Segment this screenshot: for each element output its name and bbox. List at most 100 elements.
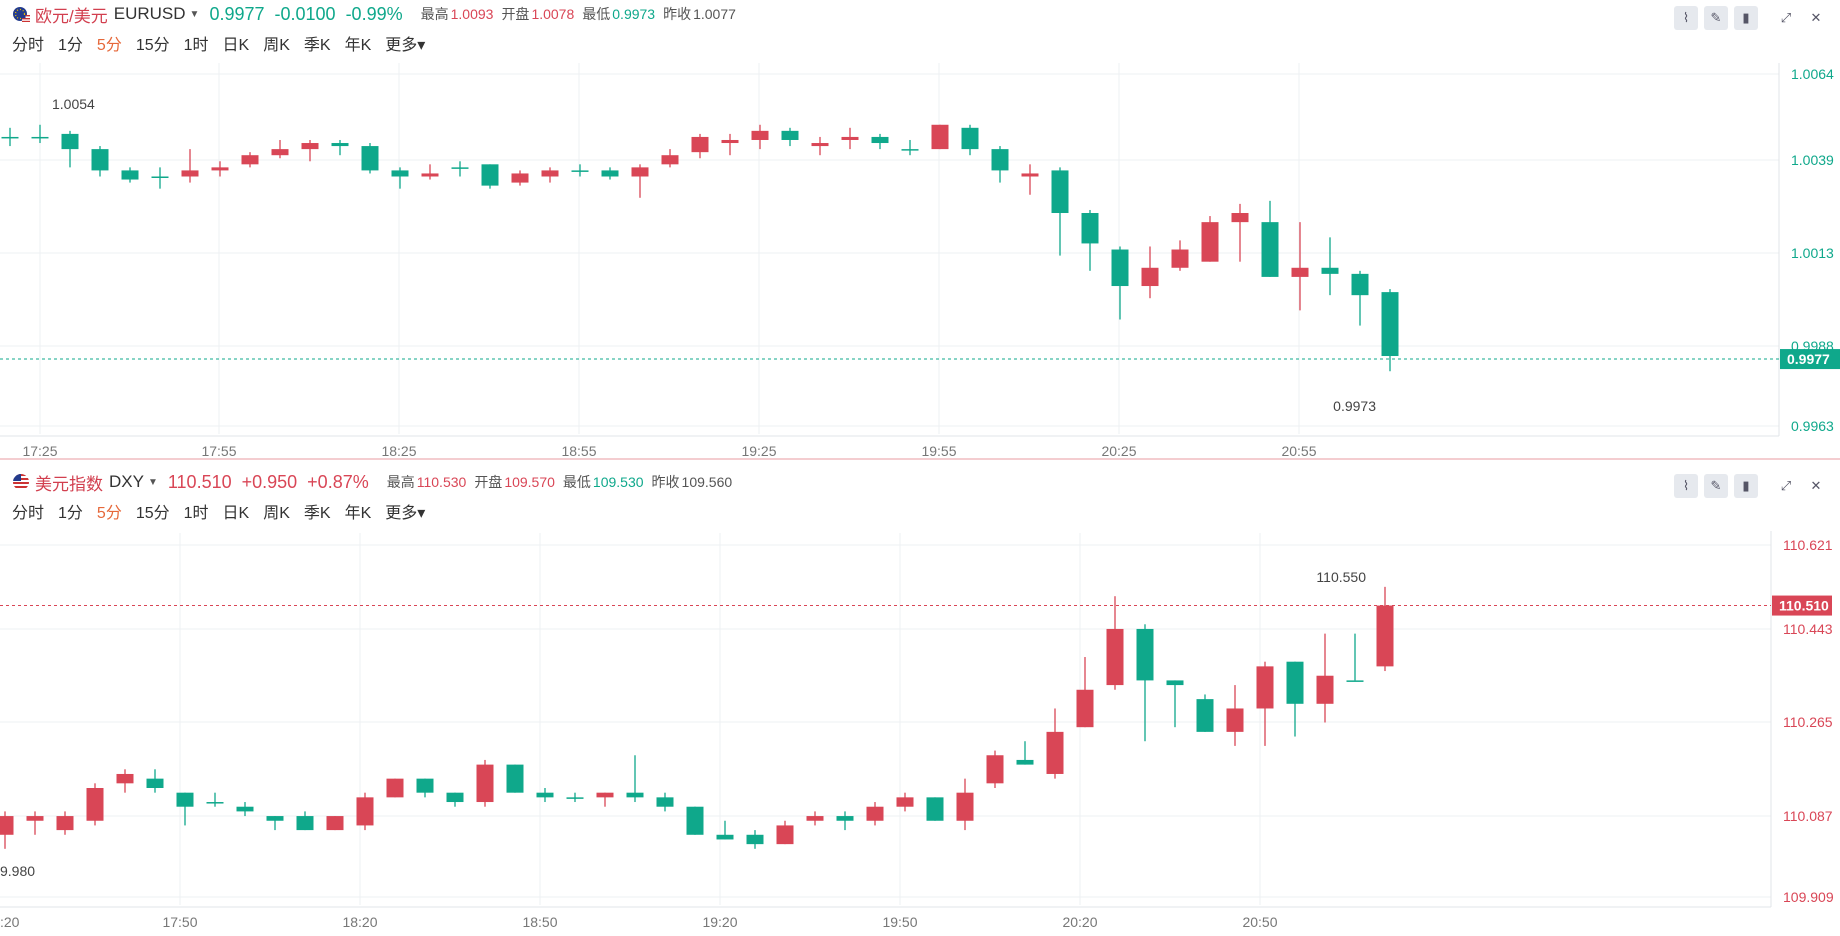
stat-value: 1.0078 [531, 6, 575, 22]
x-tick-label: 18:25 [381, 443, 416, 458]
chart-toolbar: ⌇ ✎ ▮ ⤢ ✕ [1668, 474, 1828, 498]
stat-value: 1.0077 [693, 6, 736, 22]
candle [926, 797, 944, 821]
candle [1021, 164, 1039, 195]
close-icon[interactable]: ✕ [1810, 10, 1822, 25]
stat-value: 0.9973 [612, 6, 656, 22]
period-tab[interactable]: 5分 [96, 37, 122, 54]
indicator-icon[interactable]: ⌇ [1674, 6, 1698, 30]
period-tab[interactable]: 分时 [12, 505, 45, 522]
price-change: +0.950 [241, 471, 298, 492]
y-tick-label: 110.087 [1783, 808, 1833, 824]
candle [1081, 209, 1099, 271]
period-tab[interactable]: 分时 [12, 37, 45, 54]
high-label: 110.550 [1316, 569, 1366, 585]
candle [991, 146, 1009, 183]
period-tab[interactable]: 1分 [58, 505, 83, 522]
period-tab[interactable]: 周K [263, 37, 290, 54]
candle [541, 167, 559, 183]
symbol-code[interactable]: EURUSD [113, 4, 186, 23]
candle [391, 167, 409, 189]
x-tick-label: 19:25 [741, 443, 776, 458]
period-tab[interactable]: 季K [303, 505, 331, 522]
stat-label: 昨收 [663, 6, 692, 22]
symbol-dropdown-icon[interactable]: ▼ [147, 476, 158, 488]
period-tabs: 分时 1分 5分 15分 1时 日K 周K 季K 年K 更多▾ [12, 32, 439, 54]
stat-label: 开盘 [474, 474, 503, 490]
expand-icon[interactable]: ⤢ [1780, 10, 1792, 25]
expand-icon[interactable]: ⤢ [1780, 478, 1792, 493]
candlestick-chart[interactable]: 110.621 110.443 110.265 110.087 109.909 17:50… [0, 531, 1840, 936]
candle [781, 127, 799, 147]
symbol-dropdown-icon[interactable]: ▼ [189, 8, 200, 20]
period-tab[interactable]: 1时 [183, 505, 209, 522]
period-tab[interactable]: 更多▾ [385, 505, 426, 522]
quote-stats: 最高 1.0093 开盘 1.0078 最低 0.9973 昨收 1.0077 [413, 4, 736, 24]
candle [206, 792, 224, 807]
candle [931, 124, 949, 150]
candle [1111, 246, 1129, 320]
candle [961, 124, 979, 156]
period-tab[interactable]: 15分 [135, 37, 170, 54]
period-tab[interactable]: 周K [263, 505, 290, 522]
stat-value: 109.560 [681, 474, 733, 490]
symbol-name[interactable]: 美元指数 [35, 474, 103, 494]
candle [61, 130, 79, 168]
candle [296, 811, 314, 831]
price-change: -0.0100 [274, 3, 336, 24]
candle [896, 792, 914, 812]
candle [1381, 289, 1399, 372]
period-tab[interactable]: 季K [303, 37, 331, 54]
candle [0, 811, 14, 849]
price-change-pct: -0.99% [345, 3, 403, 24]
x-tick-label: 17:50 [162, 914, 197, 930]
close-icon[interactable]: ✕ [1810, 478, 1822, 493]
candle-type-icon[interactable]: ▮ [1734, 474, 1758, 498]
symbol-name[interactable]: 欧元/美元 [35, 6, 108, 26]
candle [1106, 596, 1124, 690]
candle [121, 167, 139, 183]
candle [211, 161, 229, 177]
candle [716, 820, 734, 840]
candle [181, 149, 199, 183]
candle [806, 811, 824, 826]
candle [1346, 633, 1364, 682]
candle [116, 769, 134, 793]
x-tick-label: 20:25 [1101, 443, 1136, 458]
candle [1196, 694, 1214, 732]
period-tab[interactable]: 15分 [135, 505, 170, 522]
candle [631, 164, 649, 198]
candle [1136, 624, 1154, 742]
y-tick-label: 110.621 [1783, 537, 1833, 553]
candle [1376, 586, 1394, 672]
candle [151, 167, 169, 189]
stat-label: 昨收 [651, 474, 680, 490]
y-tick-label: 110.265 [1783, 714, 1833, 730]
period-tab[interactable]: 年K [344, 37, 372, 54]
period-tab[interactable]: 日K [222, 505, 250, 522]
stat-value: 110.530 [416, 474, 467, 490]
period-tab[interactable]: 1分 [58, 37, 83, 54]
period-tab[interactable]: 5分 [96, 505, 122, 522]
candle [86, 783, 104, 826]
candle [31, 124, 49, 144]
period-tab[interactable]: 1时 [183, 37, 209, 54]
candle-type-icon[interactable]: ▮ [1734, 6, 1758, 30]
indicator-icon[interactable]: ⌇ [1674, 474, 1698, 498]
candle [1291, 222, 1309, 311]
candle [301, 139, 319, 162]
last-price: 0.9977 [209, 3, 265, 24]
last-price-tag-label: 110.510 [1779, 598, 1829, 614]
draw-pen-icon[interactable]: ✎ [1704, 474, 1728, 498]
x-tick-label: 20:20 [1062, 914, 1097, 930]
period-tab[interactable]: 更多▾ [385, 37, 426, 54]
x-tick-label: 18:50 [522, 914, 557, 930]
x-tick-label: 19:55 [921, 443, 956, 458]
x-tick-label: 18:55 [561, 443, 596, 458]
x-tick-label: 19:50 [882, 914, 917, 930]
period-tab[interactable]: 日K [222, 37, 250, 54]
draw-pen-icon[interactable]: ✎ [1704, 6, 1728, 30]
period-tab[interactable]: 年K [344, 505, 372, 522]
symbol-code[interactable]: DXY [109, 472, 144, 491]
